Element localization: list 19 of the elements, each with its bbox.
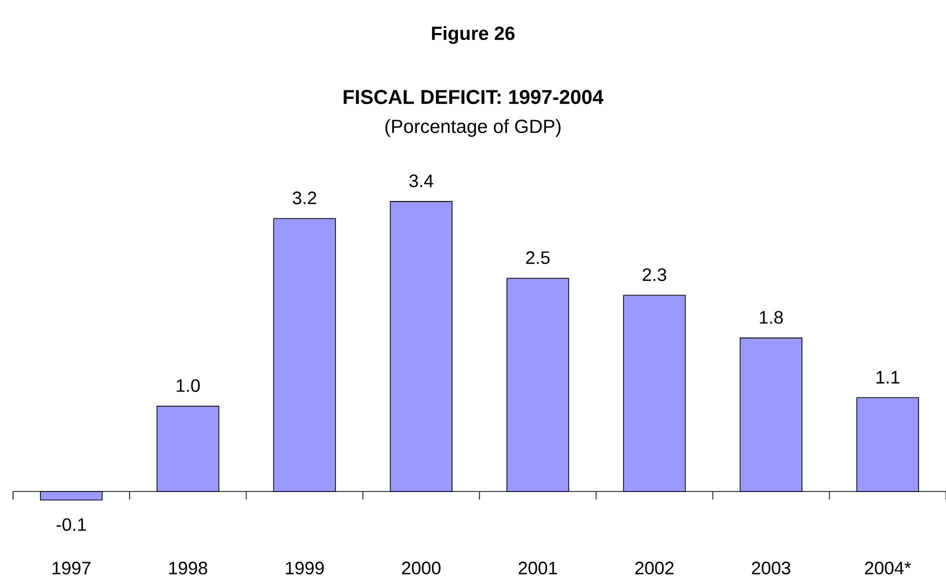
data-label: 3.4 (409, 174, 434, 188)
data-label: -0.1 (56, 518, 86, 531)
x-tick-label: 2001 (518, 562, 557, 574)
data-label: 1.0 (176, 379, 200, 392)
data-label: 2.5 (526, 251, 550, 264)
x-tick-label: 2002 (635, 562, 674, 574)
data-label: 3.2 (292, 192, 316, 204)
data-label: 1.8 (760, 310, 783, 324)
data-label: 2.3 (642, 268, 666, 282)
x-tick-label: 1999 (286, 562, 324, 574)
data-label: 1.1 (876, 371, 900, 384)
chart-subtitle: (Porcentage of GDP) (385, 119, 560, 137)
x-tick-label: 1998 (169, 562, 208, 574)
caption: Figure 26 (432, 26, 515, 44)
chart-title: FISCAL DEFICIT: 1997-2004 (344, 90, 604, 104)
x-tick-label: 2004* (865, 562, 911, 574)
x-tick-label: 2003 (752, 562, 790, 574)
x-tick-label: 2000 (402, 562, 441, 574)
x-tick-label: 1997 (52, 562, 90, 574)
